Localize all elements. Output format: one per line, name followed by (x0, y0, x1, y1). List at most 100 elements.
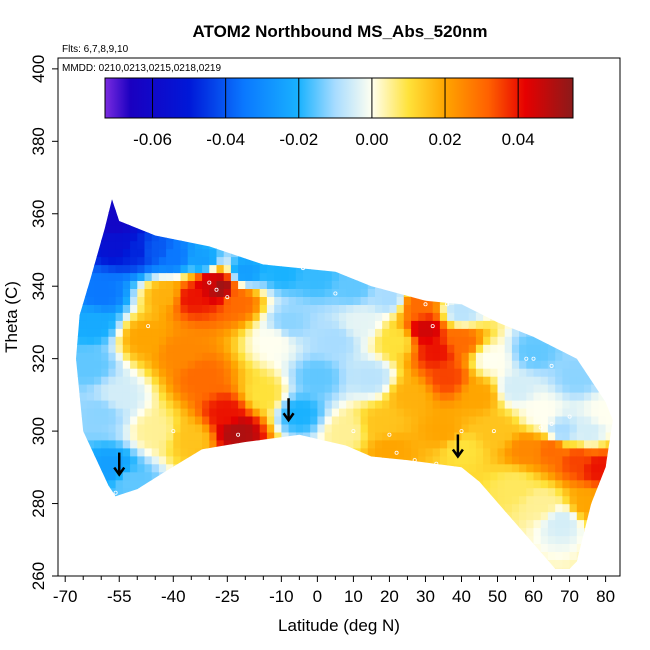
heatmap-cell (216, 256, 225, 266)
heatmap-cell (447, 423, 455, 433)
heatmap-cell (533, 199, 542, 202)
heatmap-cell (447, 495, 455, 505)
heatmap-cell (94, 392, 102, 401)
heatmap-cell (353, 360, 362, 369)
heatmap-cell (173, 185, 181, 194)
heatmap-cell (504, 535, 513, 544)
heatmap-cell (367, 256, 376, 266)
heatmap-cell (223, 527, 232, 537)
heatmap-cell (533, 368, 542, 377)
heatmap-cell (122, 232, 131, 242)
heatmap-cell (245, 487, 254, 497)
heatmap-cell (259, 216, 268, 226)
heatmap-cell (468, 527, 477, 537)
heatmap-cell (475, 200, 484, 210)
heatmap-cell (540, 312, 549, 321)
heatmap-cell (526, 320, 535, 329)
heatmap-cell (562, 232, 571, 242)
heatmap-cell (137, 336, 146, 345)
heatmap-cell (252, 199, 261, 202)
heatmap-cell (238, 400, 246, 409)
heatmap-cell (353, 535, 362, 544)
heatmap-cell (76, 264, 81, 274)
heatmap-cell (396, 479, 405, 489)
heatmap-cell (310, 240, 318, 250)
heatmap-cell (576, 551, 585, 560)
heatmap-cell (65, 543, 73, 552)
heatmap-cell (541, 177, 549, 186)
heatmap-cell (339, 407, 347, 417)
heatmap-cell (187, 328, 196, 337)
heatmap-cell (223, 567, 232, 569)
heatmap-cell (151, 415, 160, 425)
heatmap-cell (613, 488, 621, 497)
heatmap-cell (245, 559, 254, 568)
heatmap-cell (576, 511, 585, 521)
heatmap-cell (194, 200, 203, 210)
heatmap-cell (230, 447, 239, 457)
sample-point (236, 432, 241, 437)
heatmap-cell (324, 224, 333, 234)
heatmap-cell (130, 471, 138, 481)
heatmap-cell (339, 304, 347, 313)
heatmap-cell (504, 199, 513, 202)
heatmap-cell (137, 360, 146, 369)
heatmap-cell (281, 527, 290, 537)
heatmap-cell (180, 288, 189, 297)
heatmap-cell (547, 527, 556, 537)
heatmap-cell (620, 225, 628, 234)
heatmap-cell (360, 519, 369, 529)
heatmap-cell (504, 280, 513, 289)
heatmap-cell (151, 407, 160, 417)
heatmap-cell (216, 344, 225, 353)
heatmap-cell (483, 455, 491, 465)
heatmap-cell (447, 232, 455, 242)
heatmap-cell (238, 455, 246, 465)
heatmap-cell (122, 344, 131, 353)
heatmap-cell (353, 479, 362, 489)
heatmap-cell (497, 479, 506, 489)
heatmap-cell (238, 567, 246, 569)
heatmap-cell (86, 320, 95, 329)
heatmap-cell (613, 177, 621, 186)
heatmap-cell (194, 423, 203, 433)
heatmap-cell (101, 200, 109, 210)
heatmap-cell (490, 511, 499, 521)
heatmap-cell (526, 415, 535, 425)
heatmap-cell (547, 439, 556, 449)
heatmap-cell (504, 495, 513, 505)
heatmap-cell (504, 312, 513, 321)
heatmap-cell (331, 495, 340, 505)
heatmap-cell (76, 543, 81, 552)
heatmap-cell (519, 344, 527, 353)
heatmap-cell (461, 344, 470, 353)
heatmap-cell (382, 407, 390, 417)
heatmap-cell (555, 224, 563, 234)
heatmap-cell (346, 559, 354, 568)
heatmap-cell (339, 511, 347, 521)
heatmap-cell (238, 392, 246, 401)
heatmap-cell (180, 447, 189, 457)
heatmap-cell (317, 543, 326, 552)
heatmap-cell (569, 216, 578, 226)
heatmap-cell (447, 280, 455, 289)
heatmap-cell (180, 376, 189, 385)
heatmap-cell (490, 208, 499, 218)
heatmap-cell (274, 304, 282, 313)
heatmap-cell (497, 400, 506, 409)
heatmap-cell (288, 320, 297, 329)
heatmap-cell (223, 551, 232, 560)
heatmap-cell (79, 431, 88, 441)
heatmap-cell (65, 209, 73, 218)
heatmap-cell (202, 384, 210, 393)
heatmap-cell (526, 360, 535, 369)
heatmap-cell (360, 336, 369, 345)
heatmap-cell (562, 376, 571, 385)
heatmap-cell (259, 447, 268, 457)
heatmap-cell (202, 463, 210, 473)
heatmap-cell (180, 495, 189, 505)
arrow-marker (113, 452, 126, 477)
heatmap-cell (259, 296, 268, 305)
heatmap-cell (137, 423, 146, 433)
heatmap-cell (584, 392, 592, 401)
